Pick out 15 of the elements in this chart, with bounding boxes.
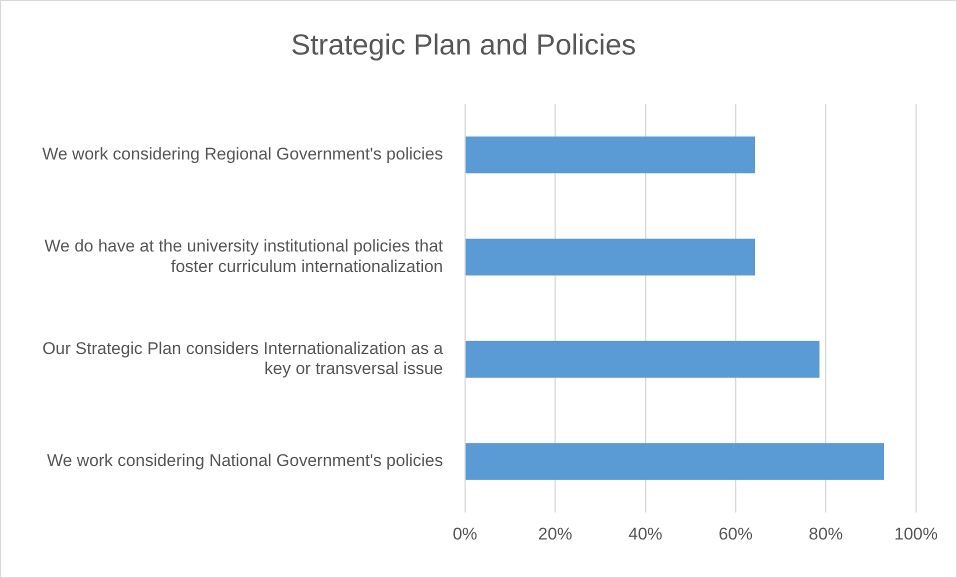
- x-tick-label: 100%: [894, 524, 938, 544]
- bar: [466, 238, 755, 276]
- x-tick-label: 80%: [808, 524, 843, 544]
- y-tick-label: We do have at the university institutional policies that foster curriculum internationalization: [44, 236, 444, 276]
- y-tick-label: Our Strategic Plan considers Internationalization as a key or transversal issue: [42, 338, 444, 378]
- x-tick-label: 40%: [628, 524, 662, 544]
- bar: [466, 340, 820, 378]
- x-tick-label: 0%: [452, 524, 478, 544]
- bar: [466, 136, 755, 174]
- chart-title: Strategic Plan and Policies: [291, 29, 636, 62]
- x-tick-label: 60%: [718, 524, 753, 544]
- y-tick-label: We work considering Regional Government's policies: [42, 144, 443, 164]
- x-tick-label: 20%: [538, 524, 572, 544]
- y-tick-label: We work considering National Government's policies: [47, 451, 443, 470]
- bar: [466, 443, 884, 480]
